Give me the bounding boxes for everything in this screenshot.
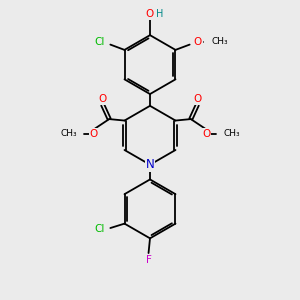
Text: O: O xyxy=(146,9,154,19)
Text: O: O xyxy=(194,37,202,46)
Text: CH₃: CH₃ xyxy=(223,129,240,138)
Text: O: O xyxy=(202,128,211,139)
Text: CH₃: CH₃ xyxy=(60,129,77,138)
Text: F: F xyxy=(146,254,152,265)
Text: CH₃: CH₃ xyxy=(212,37,228,46)
Text: O: O xyxy=(99,94,107,104)
Text: Cl: Cl xyxy=(95,37,105,47)
Text: H: H xyxy=(157,9,164,19)
Text: N: N xyxy=(146,158,154,171)
Text: Cl: Cl xyxy=(94,224,104,235)
Text: O: O xyxy=(193,94,201,104)
Text: O: O xyxy=(89,128,98,139)
